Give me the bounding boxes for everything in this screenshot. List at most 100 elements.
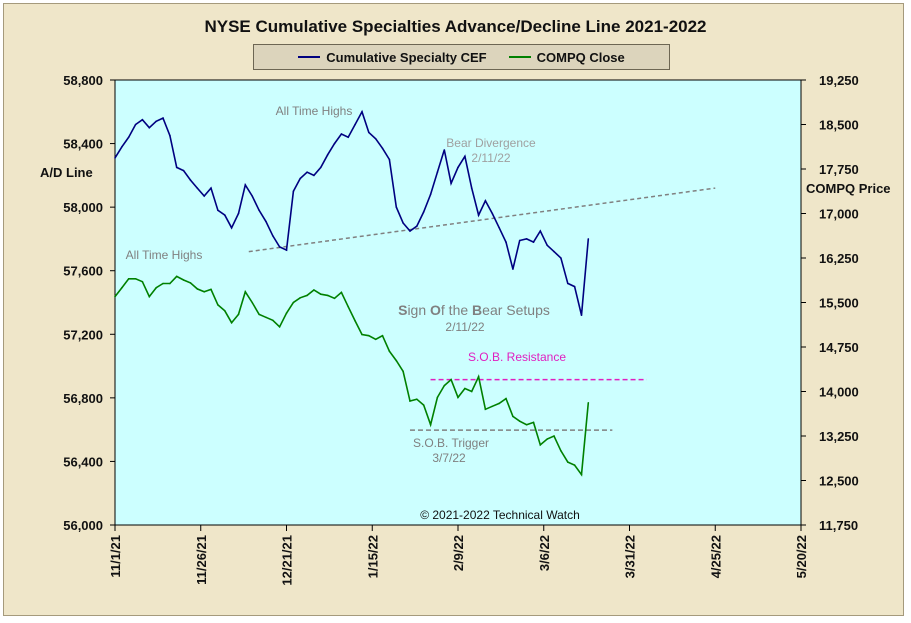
series-point-ad [196,187,199,189]
ad-trendline [248,187,716,253]
series-point-compq [230,321,233,324]
series-point-ad [155,120,157,123]
series-point-compq [416,398,418,401]
series-point-compq [182,279,185,281]
series-point-compq [203,291,205,293]
annotation-label: 3/7/22 [432,451,466,465]
series-point-ad [134,123,137,126]
series-point-compq [141,280,144,283]
series-point-compq [450,378,452,381]
series-point-ad [525,238,528,240]
series-point-compq [457,396,459,399]
x-tick-label: 11/26/21 [194,535,209,585]
y-left-tick-label: 58,000 [63,200,103,215]
annotation-sob-setups-part: B [472,302,482,318]
x-tick-label: 3/6/22 [537,535,552,571]
series-point-compq [587,402,590,404]
series-line-compq [114,275,590,477]
series-point-ad [162,117,164,119]
legend: Cumulative Specialty CEF COMPQ Close [253,44,670,70]
y-right-tick-label: 12,500 [819,474,859,489]
series-point-ad [464,155,466,158]
legend-item-ad: Cumulative Specialty CEF [298,49,487,65]
series-point-ad [114,157,116,159]
series-point-ad [580,314,583,317]
y-left-tick-label: 57,600 [63,264,103,279]
series-point-compq [121,286,123,289]
series-point-ad [512,268,514,270]
series-point-ad [546,244,548,247]
series-point-ad [374,138,377,140]
series-point-ad [278,246,281,248]
annotation-label: All Time Highs [276,104,353,118]
series-point-ad [395,206,398,208]
series-point-ad [326,153,329,156]
series-point-ad [381,147,384,150]
series-point-ad [313,174,315,177]
series-point-ad [505,241,507,243]
y-right-tick-label: 19,250 [819,73,859,88]
legend-label-ad: Cumulative Specialty CEF [326,49,487,65]
series-point-compq [374,338,377,341]
series-point-ad [203,195,205,197]
series-point-compq [409,400,411,402]
y-left-tick-label: 57,200 [63,327,103,342]
series-point-compq [224,310,226,312]
series-point-ad [148,126,151,129]
series-point-compq [114,295,116,298]
series-point-compq [278,326,281,328]
series-point-compq [477,375,480,378]
plot-area [114,79,802,526]
series-point-compq [573,464,576,466]
series-point-compq [580,473,583,476]
series-point-compq [340,291,343,294]
series-point-compq [299,297,302,299]
series-point-ad [272,235,274,237]
series-point-compq [244,291,247,293]
series-point-ad [388,158,391,161]
y-right-tick-label: 11,750 [819,518,858,533]
series-point-compq [567,461,569,463]
series-point-compq [175,275,178,278]
y-right-tick-label: 17,750 [819,162,859,177]
series-point-compq [333,297,336,300]
y-right-tick-label: 15,500 [819,296,859,311]
series-point-ad [127,136,130,138]
series-point-compq [272,319,274,322]
series-point-compq [429,423,432,426]
series-point-ad [539,230,542,232]
series-point-compq [237,313,240,316]
y-right-tick-label: 13,250 [819,429,859,444]
series-point-ad [436,171,439,173]
series-point-ad [553,250,555,253]
series-point-compq [326,294,329,297]
series-point-ad [224,214,226,216]
series-point-compq [148,295,151,298]
series-point-ad [217,209,219,212]
series-point-ad [121,146,123,148]
series-point-ad [491,212,494,215]
chart-title: NYSE Cumulative Specialties Advance/Decl… [204,17,707,36]
series-point-ad [141,118,144,121]
series-point-compq [422,404,425,406]
series-point-compq [553,435,555,437]
y-axis-right-label: COMPQ Price [806,181,891,196]
series-point-compq [210,288,212,291]
series-point-compq [354,320,356,322]
series-point-ad [320,166,322,169]
series-point-ad [258,209,260,212]
series-point-compq [285,312,288,315]
series-point-compq [196,288,199,290]
x-tick-label: 3/31/22 [623,535,638,578]
series-point-compq [258,313,260,316]
series-point-ad [409,230,411,232]
series-point-compq [532,421,535,424]
series-point-ad [587,238,590,240]
series-point-ad [470,187,473,189]
series-point-compq [464,387,466,390]
series-point-ad [299,177,302,180]
y-axis-left-label: A/D Line [40,165,93,180]
series-point-compq [512,415,514,418]
series-point-ad [560,257,562,259]
